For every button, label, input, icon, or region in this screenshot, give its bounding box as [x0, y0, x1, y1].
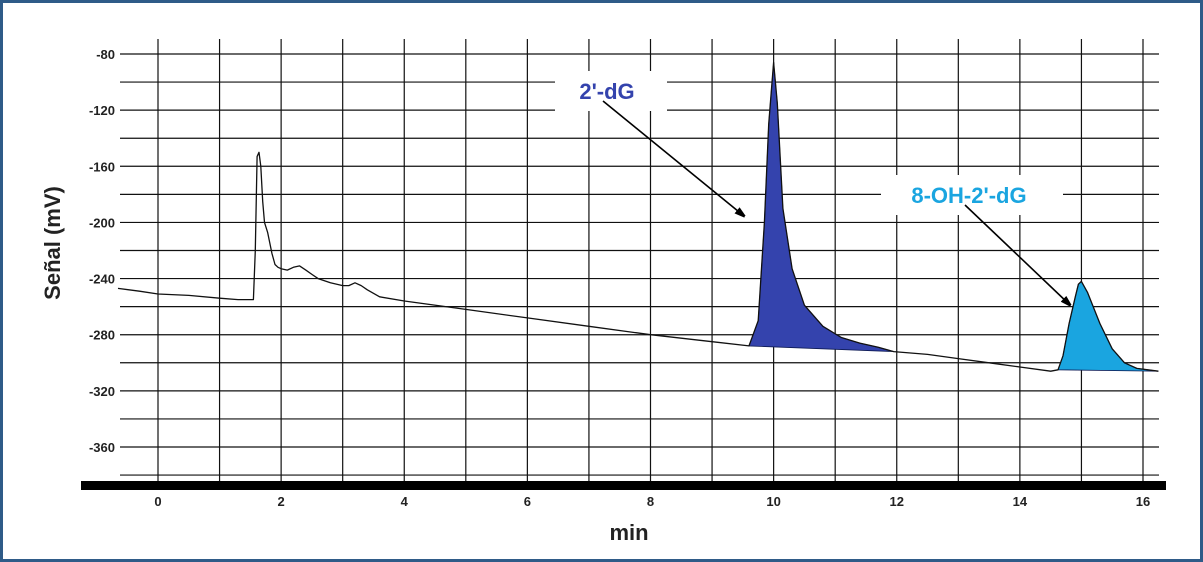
x-tick-label: 0	[154, 494, 161, 509]
arrow-8oh	[964, 204, 1070, 305]
x-tick-label: 12	[890, 494, 904, 509]
y-tick-labels: -80 -120 -160 -200 -240 -280 -320 -360	[89, 47, 115, 455]
label-2dg: 2'-dG	[579, 79, 634, 104]
x-tick-label: 4	[401, 494, 409, 509]
x-axis-band	[81, 481, 1166, 490]
chromatogram-chart: 0 2 4 6 8 10 12 14 16 -80 -120 -160 -200 -240 -280 -32…	[40, 39, 1166, 545]
annotations: 2'-dG 8-OH-2'-dG	[555, 71, 1070, 305]
label-box-2dg	[555, 71, 667, 111]
x-tick-label: 16	[1136, 494, 1150, 509]
label-8oh: 8-OH-2'-dG	[911, 183, 1026, 208]
y-tick-label: -240	[89, 272, 115, 287]
y-tick-label: -360	[89, 440, 115, 455]
x-tick-label: 10	[766, 494, 780, 509]
y-tick-label: -280	[89, 328, 115, 343]
signal-line	[117, 61, 1159, 372]
y-tick-label: -200	[89, 215, 115, 230]
x-axis-title: min	[609, 520, 648, 545]
y-tick-label: -160	[89, 159, 115, 174]
signal-trace	[117, 61, 1159, 372]
peak-areas	[748, 62, 1159, 372]
y-axis-title: Señal (mV)	[40, 186, 65, 300]
x-tick-label: 2	[278, 494, 285, 509]
label-box-8oh	[881, 175, 1063, 215]
y-tick-label: -120	[89, 103, 115, 118]
y-tick-label: -80	[96, 47, 115, 62]
x-tick-label: 6	[524, 494, 531, 509]
x-tick-label: 8	[647, 494, 654, 509]
x-tick-label: 14	[1013, 494, 1028, 509]
y-tick-label: -320	[89, 384, 115, 399]
x-tick-labels: 0 2 4 6 8 10 12 14 16	[154, 494, 1150, 509]
arrow-2dg	[602, 100, 744, 216]
axes	[81, 481, 1166, 490]
